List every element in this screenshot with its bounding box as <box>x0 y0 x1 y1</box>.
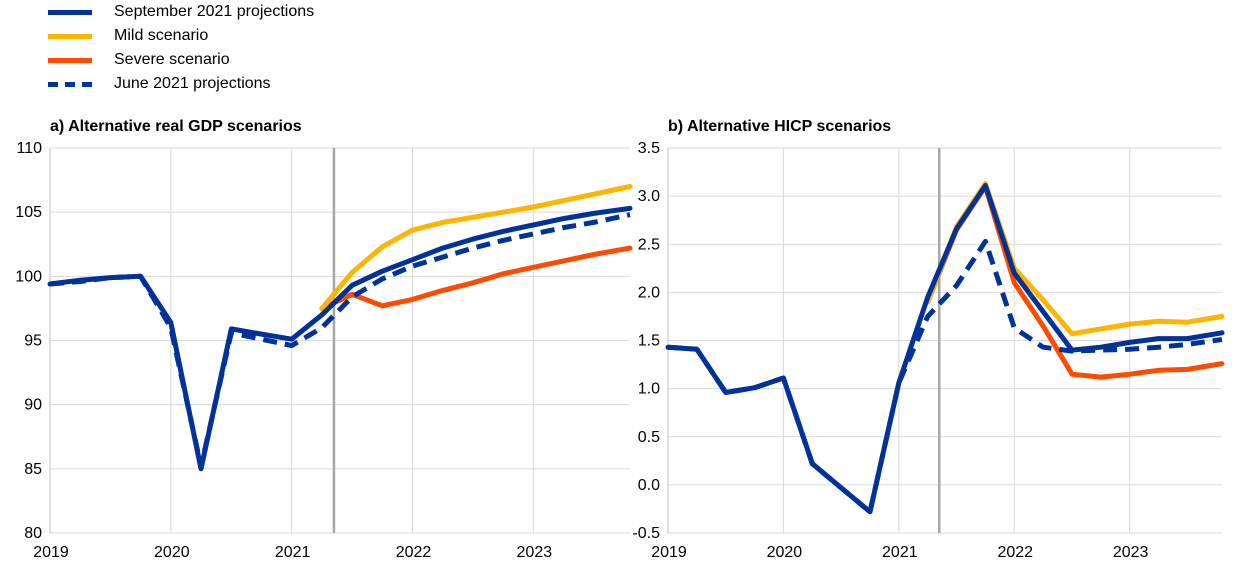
y-tick-label: 85 <box>24 461 42 478</box>
y-tick-label: 1.5 <box>638 333 660 350</box>
x-tick-label: 2020 <box>767 544 803 561</box>
y-tick-label: 110 <box>16 140 42 157</box>
legend-item-severe-scenario: Severe scenario <box>48 48 314 72</box>
y-tick-label: 95 <box>24 333 42 350</box>
legend-label: September 2021 projections <box>114 3 315 20</box>
legend-label: June 2021 projections <box>114 75 271 92</box>
x-tick-label: 2023 <box>517 544 553 561</box>
y-tick-label: 0.0 <box>638 477 660 494</box>
legend-swatch <box>48 57 92 63</box>
series-line-september-2021-projections <box>47 205 633 472</box>
x-tick-label: 2019 <box>33 544 69 561</box>
y-tick-label: 1.0 <box>638 381 660 398</box>
x-tick-label: 2023 <box>1113 544 1149 561</box>
y-tick-label: 2.0 <box>638 284 660 301</box>
panel-a-title: a) Alternative real GDP scenarios <box>50 118 302 135</box>
y-tick-label: 3.5 <box>638 140 660 157</box>
y-tick-label: 100 <box>15 268 42 285</box>
legend-item-mild-scenario: Mild scenario <box>48 24 314 48</box>
x-tick-label: 2022 <box>396 544 432 561</box>
x-tick-label: 2022 <box>997 544 1033 561</box>
series-line-mild-scenario <box>319 184 633 311</box>
x-tick-label: 2021 <box>882 544 918 561</box>
series-line-severe-scenario <box>319 245 633 311</box>
series-line-june-2021-projections <box>667 238 1223 515</box>
legend-swatch <box>48 9 92 15</box>
legend-label: Mild scenario <box>114 27 209 44</box>
y-tick-label: 3.0 <box>638 188 660 205</box>
legend-item-september-2021-projections: September 2021 projections <box>48 0 314 24</box>
y-tick-label: 0.5 <box>638 429 660 446</box>
hicp-chart-panel: -0.5 0.0 0.5 1.0 1.5 2.0 2.5 3.0 3.5 2019 2020 2021… <box>632 140 1225 561</box>
y-tick-label: -0.5 <box>632 525 660 542</box>
legend-swatch <box>48 81 92 87</box>
y-tick-label: 80 <box>24 525 42 542</box>
panel-b-title: b) Alternative HICP scenarios <box>668 118 891 135</box>
y-tick-label: 90 <box>24 397 42 414</box>
gdp-chart-panel: 80 85 90 95 100 105 110 2019 2020 2021 2022 2023 <box>15 140 633 561</box>
x-tick-label: 2020 <box>154 544 190 561</box>
y-tick-label: 2.5 <box>638 236 660 253</box>
legend-item-june-2021-projections: June 2021 projections <box>48 72 314 96</box>
legend-swatch <box>48 33 92 39</box>
y-tick-label: 105 <box>15 204 42 221</box>
legend-label: Severe scenario <box>114 51 230 68</box>
x-tick-label: 2019 <box>651 544 687 561</box>
series-line-september-2021-projections <box>665 183 1225 515</box>
chart-legend: September 2021 projections Mild scenario… <box>48 0 314 96</box>
x-tick-label: 2021 <box>275 544 311 561</box>
